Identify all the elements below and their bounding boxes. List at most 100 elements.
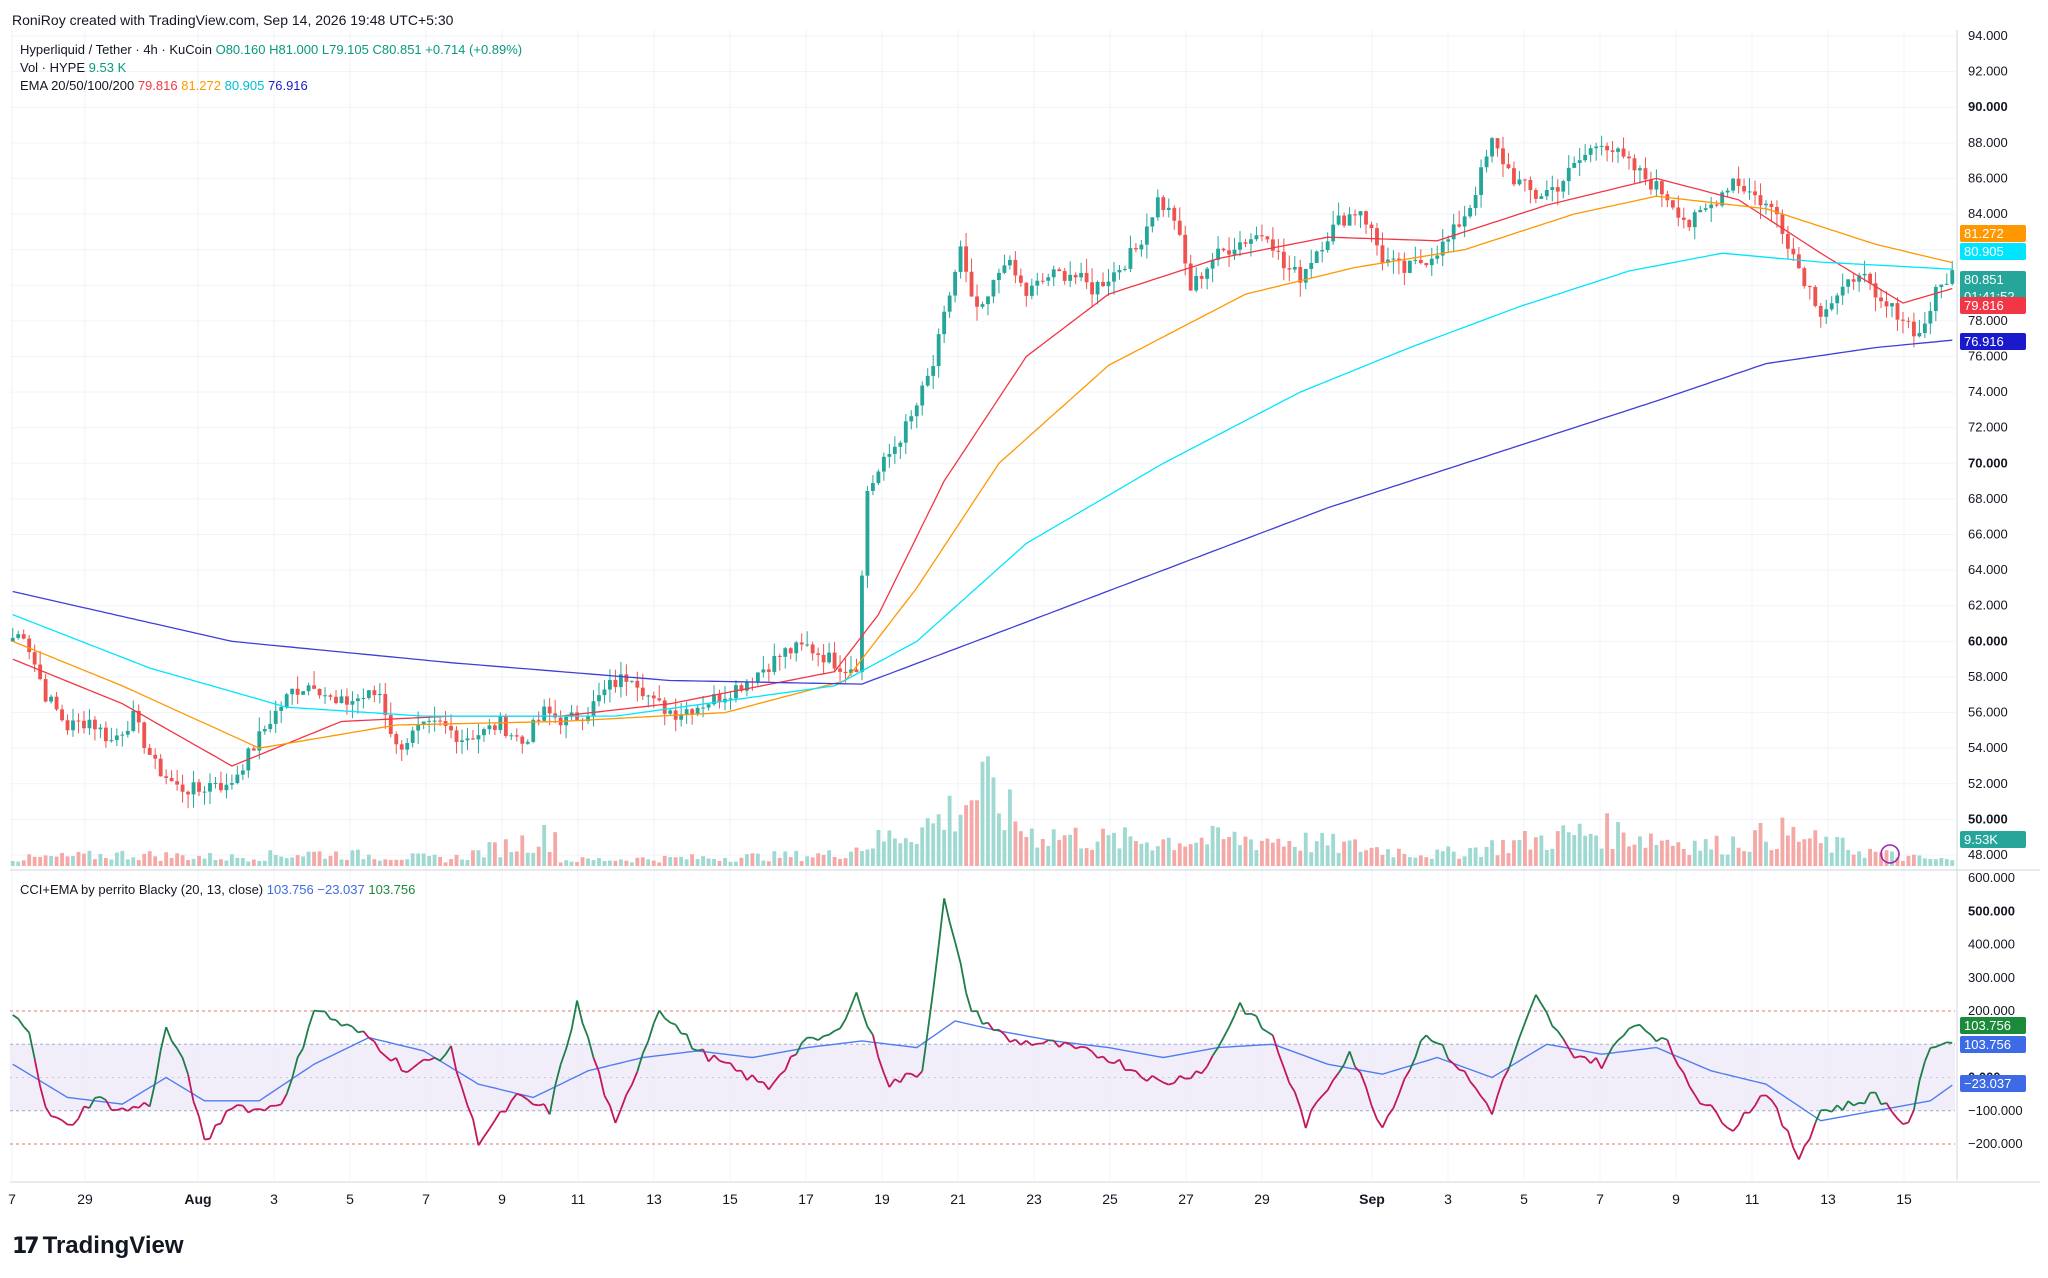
cci-segment (910, 1073, 918, 1078)
cci-segment (1491, 1095, 1499, 1115)
volume-bar (82, 853, 86, 866)
cci-segment (855, 992, 863, 1011)
volume-bar (1369, 847, 1374, 866)
volume-bar (1725, 854, 1730, 866)
volume-bar (898, 843, 903, 866)
volume-bar (443, 862, 448, 866)
cci-segment (307, 1010, 315, 1028)
volume-bar (1407, 857, 1412, 866)
legend-ohlc[interactable]: Hyperliquid / Tether · 4h · KuCoin O80.1… (20, 42, 522, 57)
volume-bar (640, 857, 645, 866)
volume-bar (1298, 850, 1303, 866)
volume-bar (903, 838, 908, 866)
candle (1906, 317, 1911, 329)
candle (268, 710, 273, 733)
cci-segment (1151, 1075, 1159, 1081)
cci-segment (543, 1103, 551, 1115)
legend-cci[interactable]: CCI+EMA by perrito Blacky (20, 13, close… (20, 882, 415, 897)
candle (136, 704, 141, 734)
candle (1873, 272, 1878, 312)
cci-segment (1859, 1101, 1865, 1105)
cci-segment (116, 1107, 123, 1111)
volume-bar (27, 854, 32, 866)
candle (624, 664, 629, 696)
volume-bar (755, 853, 760, 866)
cci-segment (1420, 1034, 1427, 1042)
cci-segment (784, 1056, 792, 1071)
cci-segment (105, 1099, 113, 1111)
symbol-label[interactable]: Hyperliquid / Tether · 4h · KuCoin (20, 42, 212, 57)
cci-segment (12, 1014, 19, 1020)
ema20-value: 79.816 (137, 78, 178, 93)
cci-segment (1370, 1105, 1378, 1120)
candle (1068, 261, 1073, 288)
cci-segment (1579, 1055, 1586, 1059)
cci-segment (1672, 1054, 1680, 1067)
volume-bar (1638, 836, 1642, 866)
candle (49, 694, 54, 704)
cci-segment (1940, 1041, 1948, 1046)
cci-segment (330, 1018, 337, 1021)
volume-bar (558, 862, 563, 866)
candle (262, 725, 267, 735)
candle (1260, 224, 1264, 242)
ema-label: EMA 20/50/100/200 (20, 78, 135, 93)
volume-bar (651, 860, 656, 866)
volume-bar (87, 850, 92, 866)
volume-bar (197, 855, 201, 866)
cci-segment (801, 1037, 808, 1044)
volume-bar (805, 856, 810, 866)
volume-bar (1764, 841, 1768, 866)
cci-segment (1474, 1087, 1482, 1097)
cci-segment (170, 1040, 178, 1050)
cci-ema-line (12, 1020, 1953, 1122)
cci-segment (1535, 994, 1543, 1005)
cci-label: CCI+EMA by perrito Blacky (20, 13, close… (20, 882, 264, 897)
candle (1227, 237, 1231, 267)
cci-segment (1507, 1053, 1515, 1070)
ema20-line (12, 177, 1953, 767)
volume-bar (372, 859, 377, 866)
volume-bar (1353, 839, 1357, 866)
candle (1364, 210, 1368, 235)
candle (1298, 259, 1303, 297)
volume-bar (1424, 857, 1429, 866)
cci-segment (215, 1122, 222, 1126)
cci-value-3: 103.756 (368, 882, 416, 897)
cci-tick-label: −100.000 (1968, 1103, 2023, 1118)
volume-bar (1035, 847, 1040, 866)
legend-volume[interactable]: Vol · HYPE 9.53 K (20, 60, 126, 75)
candle (197, 778, 201, 797)
volume-bar (1435, 849, 1440, 866)
candle (986, 296, 990, 316)
candle (219, 771, 223, 793)
cci-segment (368, 1037, 375, 1043)
cci-segment (1863, 1092, 1871, 1104)
volume-bar (1780, 817, 1785, 866)
ema200-value: 76.916 (268, 78, 308, 93)
cci-segment (1332, 1072, 1340, 1081)
cci-segment (751, 1074, 759, 1083)
candle (394, 731, 399, 754)
candle (1681, 207, 1686, 229)
cci-segment (1611, 1039, 1619, 1048)
candle (208, 773, 212, 804)
candle (350, 691, 355, 719)
candle (1265, 236, 1270, 244)
candle (591, 690, 596, 727)
cci-segment (1639, 1024, 1647, 1032)
volume-bar (224, 860, 229, 866)
candle (1051, 265, 1056, 287)
candle (755, 672, 760, 686)
time-tick-label: 17 (798, 1191, 814, 1207)
candle (1512, 161, 1516, 187)
legend-ema[interactable]: EMA 20/50/100/200 79.816 81.272 80.905 7… (20, 78, 308, 93)
volume-bar (438, 856, 443, 866)
volume-bar (520, 835, 525, 866)
candle (1638, 165, 1642, 184)
volume-bar (1386, 849, 1390, 866)
volume-bar (947, 795, 952, 866)
tradingview-brand[interactable]: 17 TradingView (12, 1232, 184, 1260)
volume-bar (1824, 836, 1829, 866)
